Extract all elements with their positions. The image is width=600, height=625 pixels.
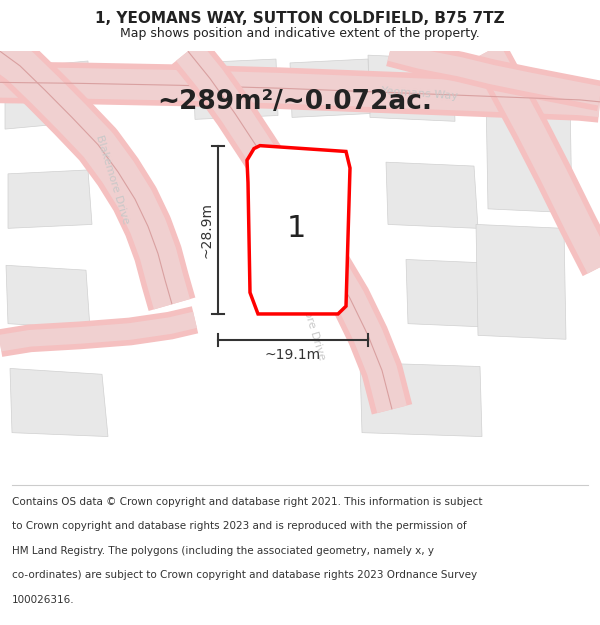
Text: 1: 1 (286, 214, 305, 243)
Polygon shape (8, 170, 92, 228)
Text: Blakemore Drive: Blakemore Drive (290, 270, 326, 362)
Text: co-ordinates) are subject to Crown copyright and database rights 2023 Ordnance S: co-ordinates) are subject to Crown copyr… (12, 570, 477, 580)
Text: Contains OS data © Crown copyright and database right 2021. This information is : Contains OS data © Crown copyright and d… (12, 497, 482, 507)
Polygon shape (406, 259, 500, 328)
Polygon shape (486, 94, 572, 212)
Polygon shape (476, 224, 566, 339)
Polygon shape (5, 61, 90, 129)
Text: Yeomans Way: Yeomans Way (382, 86, 458, 102)
Text: ~289m²/~0.072ac.: ~289m²/~0.072ac. (157, 89, 433, 115)
Polygon shape (247, 146, 350, 314)
Text: 100026316.: 100026316. (12, 595, 74, 605)
Polygon shape (193, 59, 278, 119)
Polygon shape (10, 369, 108, 436)
Polygon shape (6, 265, 90, 329)
Text: Blakemore Drive: Blakemore Drive (94, 134, 130, 226)
Text: HM Land Registry. The polygons (including the associated geometry, namely x, y: HM Land Registry. The polygons (includin… (12, 546, 434, 556)
Polygon shape (360, 362, 482, 436)
Text: ~19.1m: ~19.1m (265, 348, 321, 362)
Text: Map shows position and indicative extent of the property.: Map shows position and indicative extent… (120, 27, 480, 40)
Polygon shape (368, 55, 455, 121)
Text: ~28.9m: ~28.9m (199, 202, 213, 258)
Text: to Crown copyright and database rights 2023 and is reproduced with the permissio: to Crown copyright and database rights 2… (12, 521, 467, 531)
Polygon shape (290, 59, 370, 118)
Polygon shape (386, 162, 478, 228)
Text: 1, YEOMANS WAY, SUTTON COLDFIELD, B75 7TZ: 1, YEOMANS WAY, SUTTON COLDFIELD, B75 7T… (95, 11, 505, 26)
Polygon shape (264, 156, 332, 289)
